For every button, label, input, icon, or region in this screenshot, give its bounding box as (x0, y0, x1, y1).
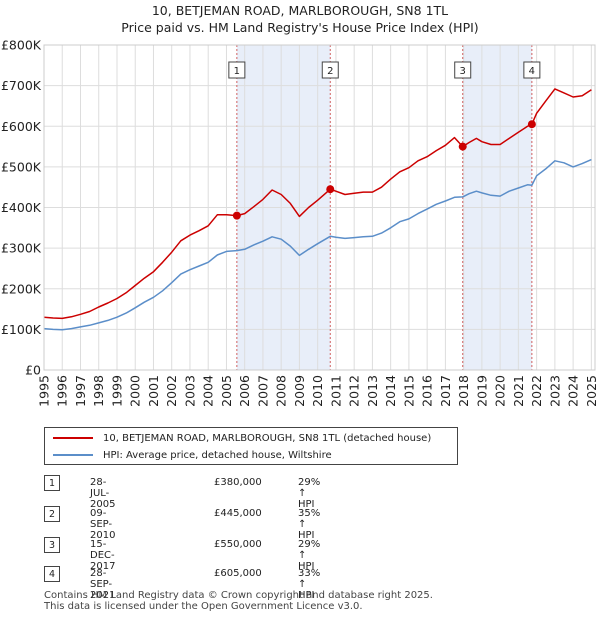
legend-item-hpi: HPI: Average price, detached house, Wilt… (53, 447, 332, 463)
x-tick-label: 2012 (347, 375, 362, 407)
x-tick-label: 2002 (164, 375, 179, 407)
y-tick-label: £400K (1, 200, 42, 215)
sale-date: 09-SEP-2010 (90, 508, 116, 541)
hpi-line (43, 158, 592, 331)
x-tick-label: 2011 (328, 375, 343, 407)
sale-marker-box (228, 61, 246, 79)
x-tick-label: 2000 (128, 375, 143, 407)
y-tick-label: £200K (1, 281, 42, 296)
x-tick-label: 2017 (438, 375, 453, 407)
legend-property-label: 10, BETJEMAN ROAD, MARLBOROUGH, SN8 1TL … (103, 432, 432, 444)
x-tick-label: 2015 (401, 375, 416, 407)
x-tick-label: 1997 (73, 375, 88, 407)
y-tick-label: £800K (1, 38, 42, 53)
x-tick-label: 2018 (456, 375, 471, 407)
y-tick-label: £600K (1, 119, 42, 134)
chart-legend: 10, BETJEMAN ROAD, MARLBOROUGH, SN8 1TL … (44, 427, 458, 465)
sale-hpi-change: 33% ↑ HPI (298, 568, 321, 601)
x-tick-label: 2013 (365, 375, 380, 407)
sale-point (326, 185, 335, 194)
chart-main-title: 10, BETJEMAN ROAD, MARLBOROUGH, SN8 1TL (151, 3, 449, 18)
y-tick-label: £100K (1, 322, 42, 337)
sale-marker-box (321, 61, 339, 79)
x-tick-label: 2008 (274, 375, 289, 407)
sale-marker-label: 1 (234, 66, 240, 77)
x-tick-label: 2007 (255, 375, 270, 407)
sale-date: 15-DEC-2017 (90, 539, 116, 572)
sale-number-badge: 4 (44, 566, 60, 582)
hpi-line-swatch (53, 454, 93, 456)
y-tick-label: £300K (1, 241, 42, 256)
x-tick-label: 2005 (219, 375, 234, 407)
sale-hpi-change: 29% ↑ HPI (298, 539, 321, 572)
property-line-swatch (53, 437, 93, 439)
sale-date: 28-SEP-2021 (90, 568, 116, 601)
x-tick-label: 2016 (420, 375, 435, 407)
legend-item-property: 10, BETJEMAN ROAD, MARLBOROUGH, SN8 1TL … (53, 430, 431, 446)
sale-price: £550,000 (214, 539, 262, 550)
sale-marker-label: 3 (460, 66, 466, 77)
plot-border (43, 44, 596, 371)
sale-point (232, 211, 241, 220)
x-tick-label: 2024 (566, 375, 581, 407)
x-tick-label: 2019 (474, 375, 489, 407)
y-tick-label: £700K (1, 78, 42, 93)
x-tick-label: 2023 (547, 375, 562, 407)
x-tick-label: 2009 (292, 375, 307, 407)
x-tick-label: 2020 (493, 375, 508, 407)
sale-marker-box (523, 61, 541, 79)
x-tick-label: 2025 (584, 375, 599, 407)
sale-marker-box (454, 61, 472, 79)
x-tick-label: 1998 (91, 375, 106, 407)
x-tick-label: 2003 (182, 375, 197, 407)
x-tick-label: 1999 (109, 375, 124, 407)
x-tick-label: 2022 (529, 375, 544, 407)
sale-number-badge: 1 (44, 475, 60, 491)
footer-line-licence: This data is licensed under the Open Gov… (44, 601, 363, 612)
sale-hpi-change: 29% ↑ HPI (298, 477, 321, 510)
sale-point (458, 142, 467, 151)
sale-date: 28-JUL-2005 (90, 477, 116, 510)
x-tick-label: 2004 (201, 375, 216, 407)
sale-point (527, 120, 536, 129)
sale-hpi-change: 35% ↑ HPI (298, 508, 321, 541)
x-tick-label: 2006 (237, 375, 252, 407)
attribution-footer: Contains HM Land Registry data © Crown c… (44, 590, 433, 612)
sale-price: £380,000 (214, 477, 262, 488)
sale-price: £445,000 (214, 508, 262, 519)
price-chart: 1 2 3 4 £0 £100K £200K £300K £400K £500K £600K £70… (1, 38, 599, 407)
sale-price: £605,000 (214, 568, 262, 579)
legend-hpi-label: HPI: Average price, detached house, Wilt… (103, 449, 332, 461)
chart-subtitle: Price paid vs. HM Land Registry's House … (121, 20, 479, 35)
x-tick-label: 1996 (55, 375, 70, 407)
chart-title: 10, BETJEMAN ROAD, MARLBOROUGH, SN8 1TL … (0, 2, 600, 36)
x-tick-label: 2014 (383, 375, 398, 407)
x-tick-label: 2001 (146, 375, 161, 407)
footer-line-copyright: Contains HM Land Registry data © Crown c… (44, 590, 433, 601)
sale-number-badge: 3 (44, 537, 60, 553)
x-tick-label: 1995 (37, 375, 52, 407)
sale-marker-label: 2 (327, 66, 333, 77)
y-tick-label: £0 (25, 363, 41, 378)
sale-number-badge: 2 (44, 506, 60, 522)
x-tick-label: 2010 (310, 375, 325, 407)
sale-marker-label: 4 (529, 66, 535, 77)
x-tick-label: 2021 (511, 375, 526, 407)
y-tick-label: £500K (1, 159, 42, 174)
